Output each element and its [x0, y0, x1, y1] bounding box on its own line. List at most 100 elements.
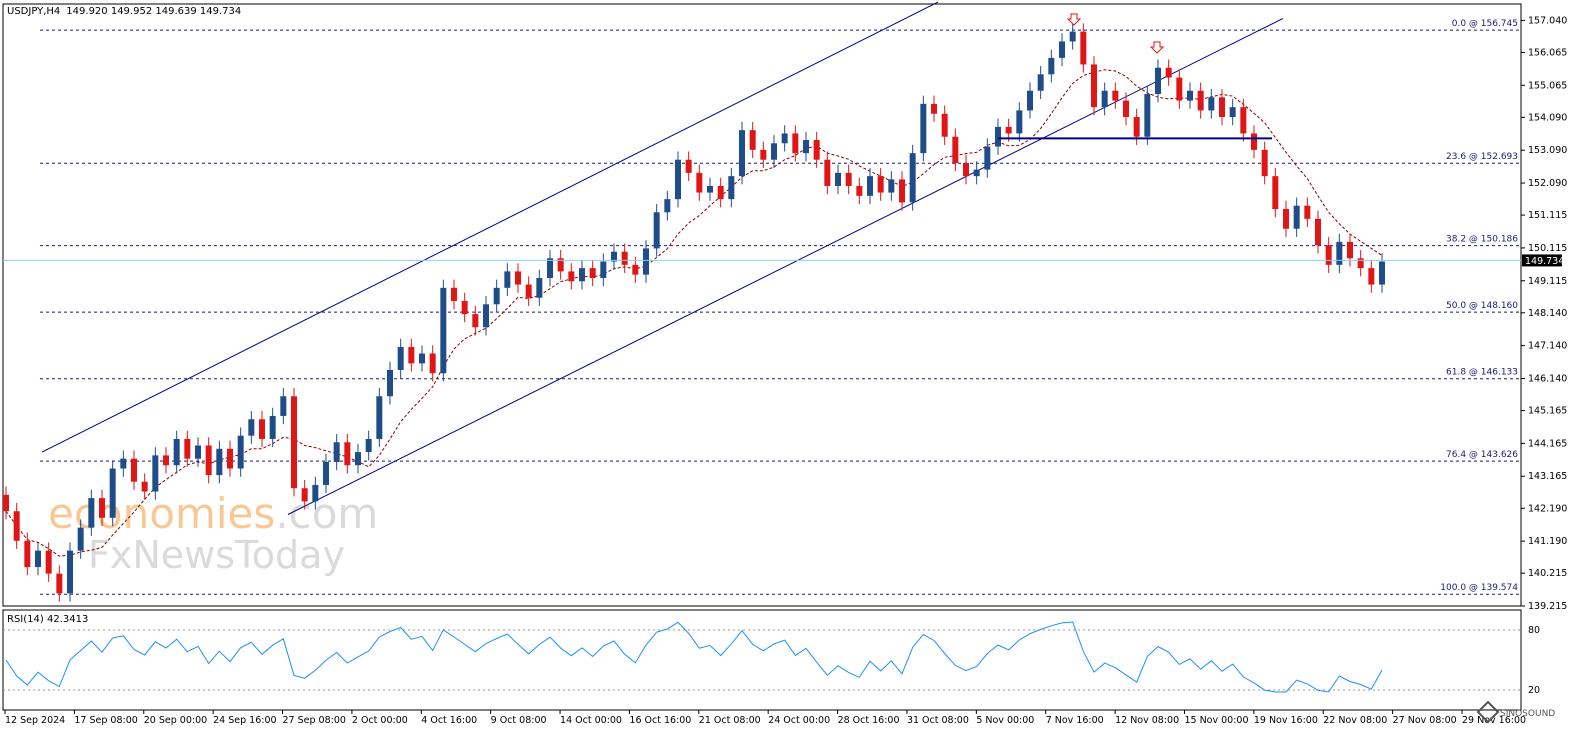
candle-body	[419, 353, 425, 364]
candle-body	[1208, 97, 1215, 111]
candle-body	[131, 458, 137, 482]
candle-body	[1016, 110, 1023, 134]
main-panel	[2, 3, 1522, 607]
brand-text: SINOSOUND	[1500, 709, 1555, 719]
candle-body	[1048, 57, 1055, 75]
y-tick-label: 151.115	[1528, 210, 1567, 221]
candle-body	[589, 268, 596, 278]
down-arrow-icon	[1149, 41, 1165, 54]
candle-body	[1080, 31, 1087, 65]
svg-text:FxNewsToday: FxNewsToday	[88, 533, 345, 577]
candle-body	[1283, 208, 1289, 229]
x-tick-label: 28 Oct 16:00	[838, 715, 900, 726]
candle-body	[813, 140, 820, 160]
candle-body	[845, 172, 852, 186]
candle-body	[184, 438, 191, 459]
candle-body	[1144, 94, 1151, 137]
candle-body	[1037, 74, 1044, 91]
candle-body	[600, 261, 607, 278]
candle-body	[248, 419, 255, 436]
chart-header: USDJPY,H4 149.920 149.952 149.639 149.734	[7, 6, 241, 17]
candle-body	[1187, 90, 1193, 101]
y-tick-label: 153.090	[1528, 145, 1567, 156]
candle-body	[312, 484, 319, 502]
fib-label: 0.0 @ 156.745	[1452, 19, 1518, 29]
candle-body	[1251, 133, 1257, 150]
y-tick-label: 144.165	[1528, 438, 1567, 449]
candle-body	[141, 481, 148, 492]
fib-label: 23.6 @ 152.693	[1446, 152, 1518, 162]
candle-body	[888, 179, 895, 193]
x-tick-label: 2 Oct 00:00	[352, 715, 408, 726]
price-channel	[41, 1, 1284, 515]
candle-body	[1133, 117, 1140, 137]
x-tick-label: 19 Nov 16:00	[1254, 715, 1318, 726]
candle-body	[1293, 205, 1300, 229]
y-tick-label: 152.090	[1528, 178, 1567, 189]
y-tick-label: 150.115	[1528, 243, 1567, 254]
x-tick-label: 20 Sep 00:00	[144, 715, 207, 726]
candle-body	[195, 445, 201, 459]
channel-upper-line	[41, 1, 939, 453]
candle-body	[1357, 258, 1364, 269]
candle-body	[472, 314, 479, 328]
fib-label: 76.4 @ 143.626	[1446, 450, 1518, 460]
candle-body	[1240, 107, 1247, 134]
candle-body	[88, 498, 95, 528]
fibonacci-levels: 0.0 @ 156.745 23.6 @ 152.693 38.2 @ 150.18…	[40, 19, 1521, 595]
x-tick-label: 12 Sep 2024	[5, 715, 65, 726]
channel-lower-line	[287, 18, 1284, 515]
current-price-box	[1522, 254, 1562, 267]
candle-body	[728, 176, 735, 200]
x-tick-label: 5 Nov 00:00	[976, 715, 1034, 726]
y-tick-label: 145.165	[1528, 406, 1567, 417]
candle-body	[536, 277, 543, 298]
candle-body	[152, 455, 159, 492]
watermark-com: .com	[275, 489, 378, 538]
candle-body	[771, 143, 777, 160]
x-tick-label: 17 Sep 08:00	[74, 715, 137, 726]
candle-body	[397, 346, 404, 370]
candle-body	[1229, 107, 1236, 118]
fib-label: 50.0 @ 148.160	[1446, 301, 1518, 311]
y-tick-label: 140.215	[1528, 568, 1567, 579]
svg-text:economies.com: economies.com	[48, 489, 378, 538]
logo-diamond-icon	[1476, 700, 1500, 724]
candle-body	[909, 153, 916, 203]
candle-body	[1005, 126, 1012, 134]
candle-body	[835, 172, 841, 186]
candle-body	[1261, 149, 1268, 177]
candle-body	[429, 353, 436, 374]
candle-body	[13, 511, 20, 541]
candle-body	[67, 550, 73, 594]
candle-body	[333, 442, 340, 462]
rsi-line	[5, 621, 1383, 693]
fib-label: 100.0 @ 139.574	[1440, 583, 1518, 593]
candle-body	[451, 287, 457, 301]
candle-body	[216, 448, 223, 476]
rsi-label: RSI(14) 42.3413	[7, 614, 88, 625]
candle-body	[1176, 77, 1183, 101]
candle-body	[931, 103, 937, 114]
y-tick-label: 148.140	[1528, 308, 1567, 319]
x-tick-label: 31 Oct 08:00	[907, 715, 969, 726]
candle-body	[877, 176, 884, 193]
y-tick-label: 143.165	[1528, 471, 1567, 482]
y-tick-label: 147.140	[1528, 341, 1567, 352]
candle-body	[3, 494, 9, 512]
candle-body	[227, 448, 233, 469]
candle-body	[1027, 90, 1033, 111]
candle-body	[984, 146, 991, 170]
candle-body	[515, 271, 521, 285]
watermark-nomies: nomies	[123, 489, 276, 538]
moving-average	[5, 69, 1383, 557]
candle-body	[1069, 31, 1076, 42]
x-tick-label: 22 Nov 08:00	[1323, 715, 1387, 726]
candle-body	[803, 140, 809, 154]
candle-body	[1091, 64, 1097, 108]
candle-body	[440, 287, 447, 374]
candle-body	[621, 251, 628, 265]
candle-body	[696, 172, 703, 193]
candle-body	[1197, 90, 1204, 111]
